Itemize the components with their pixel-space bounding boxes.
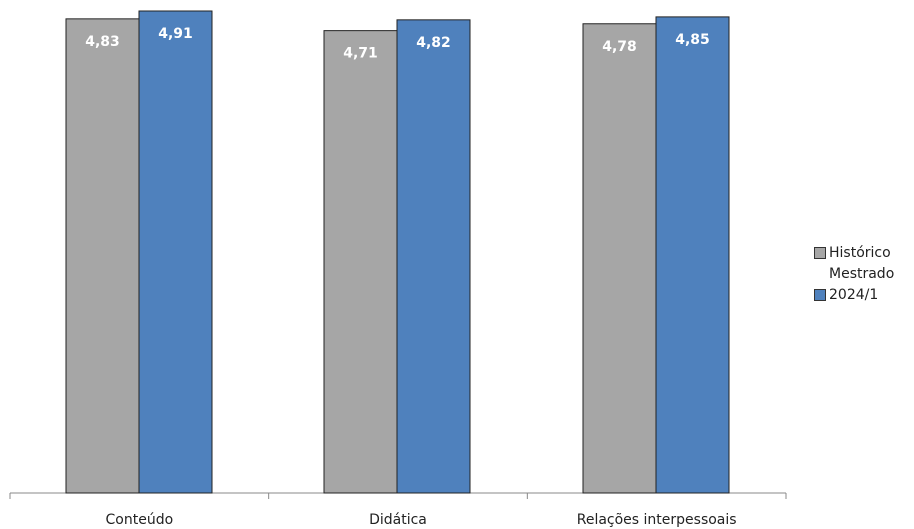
bar: [65, 18, 140, 494]
legend-swatch-2024-1: [814, 289, 826, 301]
legend-label-2024-1: 2024/1: [829, 287, 879, 303]
bar: [655, 16, 730, 494]
category-label: Relações interpessoais: [577, 512, 737, 528]
data-label: 4,71: [343, 46, 378, 62]
bar: [396, 19, 471, 494]
data-label: 4,78: [602, 39, 637, 55]
category-label: Conteúdo: [106, 512, 174, 528]
bar: [323, 30, 398, 494]
data-label: 4,83: [85, 34, 120, 50]
legend-label-historico: Histórico Mestrado: [829, 245, 895, 282]
legend-item-2024-1: 2024/1: [814, 285, 909, 306]
bar: [138, 10, 213, 494]
data-label: 4,82: [416, 35, 451, 51]
data-label: 4,85: [675, 32, 710, 48]
legend-item-historico: Histórico Mestrado: [814, 243, 909, 285]
category-label: Didática: [369, 512, 427, 528]
data-label: 4,91: [158, 26, 193, 42]
legend-swatch-historico: [814, 247, 826, 259]
bar: [582, 23, 657, 494]
legend: Histórico Mestrado 2024/1: [814, 243, 909, 306]
